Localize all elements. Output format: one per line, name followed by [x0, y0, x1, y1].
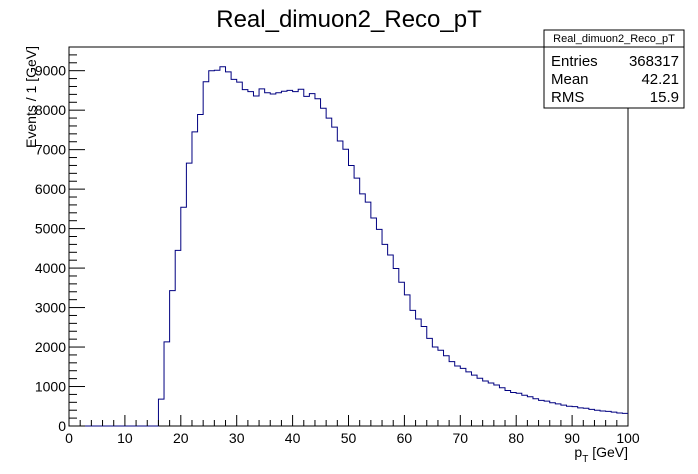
- stats-rms-value: 15.9: [650, 89, 679, 106]
- histogram-line: [69, 66, 628, 427]
- x-tick-label: 100: [616, 430, 640, 446]
- stats-box: Real_dimuon2_Reco_pT Entries 368317 Mean…: [543, 29, 685, 109]
- y-tick-label: 7000: [35, 142, 66, 158]
- stats-entries-value: 368317: [629, 53, 679, 70]
- y-axis-ticks: [69, 46, 85, 427]
- x-axis-title-main: p: [574, 444, 582, 460]
- x-tick-label: 40: [285, 430, 301, 446]
- x-tick-label: 20: [173, 430, 189, 446]
- x-axis-tick-labels: 0 10 20 30 40 50 60 70 80 90 100: [65, 430, 640, 446]
- stats-mean-value: 42.21: [641, 71, 679, 88]
- x-axis-title: pT [GeV]: [574, 444, 628, 465]
- x-tick-label: 50: [341, 430, 357, 446]
- y-tick-label: 6000: [35, 181, 66, 197]
- x-tick-label: 60: [397, 430, 413, 446]
- chart-title: Real_dimuon2_Reco_pT: [216, 6, 482, 33]
- x-axis-title-unit: [GeV]: [588, 444, 628, 460]
- x-tick-label: 90: [564, 430, 580, 446]
- y-tick-label: 2000: [35, 339, 66, 355]
- x-axis-title-sub: T: [582, 454, 588, 465]
- x-axis-ticks: [68, 415, 629, 426]
- stats-mean-label: Mean: [551, 71, 589, 88]
- y-tick-label: 8000: [35, 102, 66, 118]
- x-tick-label: 0: [65, 430, 73, 446]
- x-tick-label: 30: [229, 430, 245, 446]
- y-tick-label: 9000: [35, 63, 66, 79]
- stats-box-title: Real_dimuon2_Reco_pT: [553, 33, 675, 45]
- y-tick-label: 5000: [35, 221, 66, 237]
- x-tick-label: 70: [453, 430, 469, 446]
- y-axis-title: Events / 1 [GeV]: [23, 46, 39, 148]
- y-tick-label: 4000: [35, 260, 66, 276]
- x-tick-label: 80: [508, 430, 524, 446]
- y-tick-label: 0: [58, 418, 66, 434]
- x-tick-label: 10: [117, 430, 133, 446]
- stats-box-frame: [543, 29, 685, 109]
- y-tick-label: 3000: [35, 300, 66, 316]
- stats-entries-label: Entries: [551, 53, 598, 70]
- stats-rms-label: RMS: [551, 89, 584, 106]
- y-tick-label: 1000: [35, 379, 66, 395]
- y-axis-tick-labels: 0 1000 2000 3000 4000 5000 6000 7000 8000 9000: [35, 63, 66, 434]
